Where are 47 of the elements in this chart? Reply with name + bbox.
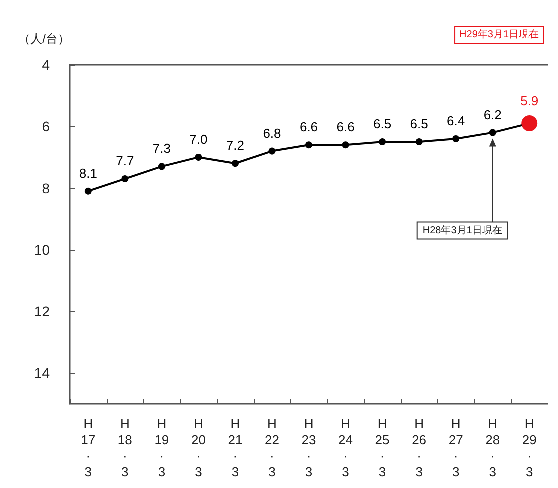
y-tick-label: 6 [42,118,50,135]
x-tick-label: H 25 · 3 [375,416,390,480]
x-tick-label: H 17 · 3 [81,416,96,480]
y-tick-label: 4 [42,57,50,73]
y-tick-label: 14 [34,365,50,382]
point [379,138,386,146]
y-tick-label: 12 [34,304,50,320]
point [416,138,423,146]
data-label: 7.7 [116,154,134,169]
data-label: 7.0 [190,132,208,147]
point [306,142,312,149]
x-tick-label: H 23 · 3 [302,416,316,480]
data-label: 6.6 [300,120,318,135]
point [452,135,460,142]
point [342,142,350,149]
data-label: 6.5 [410,116,428,132]
data-label: 6.8 [263,126,282,141]
x-tick-label: H 22 · 3 [264,416,280,480]
data-label: 8.1 [79,166,98,181]
x-tick-label: H 19 · 3 [154,416,170,480]
text: H29年3月1日現在 [460,28,539,40]
x-tick-label: H 21 · 3 [228,416,243,480]
x-tick-label: H 20 · 3 [191,416,206,480]
point [122,176,129,183]
data-label: 6.6 [336,120,355,135]
y-axis-title: （人/台） [18,32,70,46]
data-label: 5.9 [520,94,539,109]
data-label: 6.4 [447,113,466,128]
y-tick-label: 10 [34,242,50,258]
data-label: 6.5 [374,116,392,132]
x-tick-label: H 18 · 3 [118,416,132,480]
point [158,163,166,170]
point [232,160,239,168]
annotation: H28年3月1日現在 [422,224,502,236]
data-label: 7.2 [226,138,244,154]
point [195,154,202,161]
x-tick-label: H 26 · 3 [412,416,427,480]
data-label: 6.2 [484,107,502,122]
x-tick-label: H 28 · 3 [486,416,500,480]
point [84,188,92,195]
x-tick-label: H 29 · 3 [522,416,537,480]
x-tick-label: H 24 · 3 [338,416,354,480]
y-tick-label: 8 [42,180,50,196]
data-label: 7.3 [152,141,171,156]
x-tick-label: H 27 · 3 [448,416,464,480]
point [268,148,276,155]
point [489,129,496,136]
